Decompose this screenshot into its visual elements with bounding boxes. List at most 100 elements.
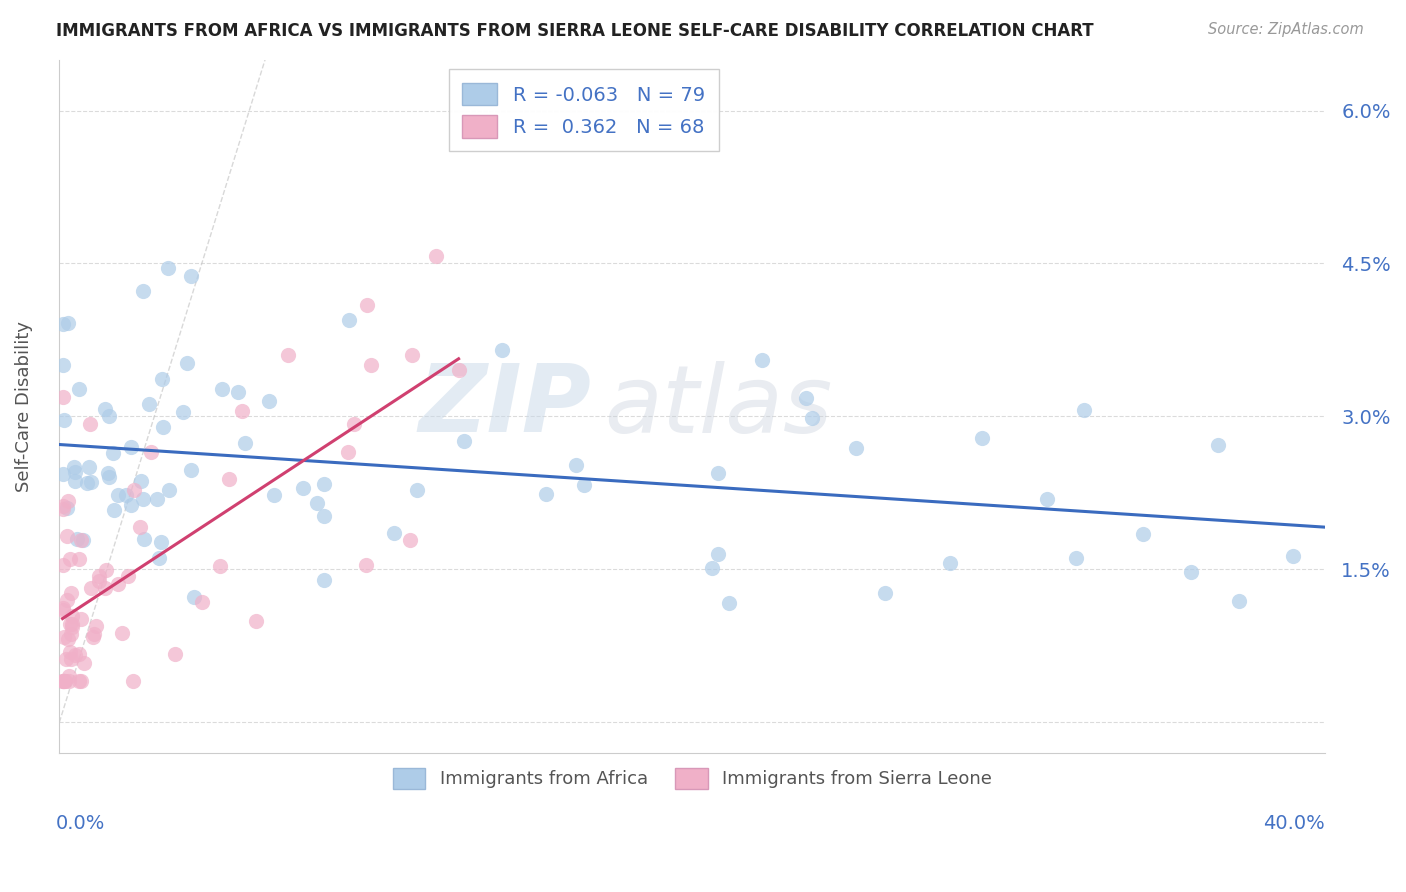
Point	[69, 674, 91, 689]
Point	[120, 440, 142, 454]
Point	[97, 466, 120, 480]
Point	[58, 316, 80, 330]
Point	[1227, 594, 1250, 608]
Point	[1180, 565, 1202, 579]
Point	[132, 285, 155, 299]
Point	[794, 391, 817, 405]
Point	[938, 557, 960, 571]
Point	[67, 647, 90, 661]
Text: ZIP: ZIP	[418, 360, 591, 452]
Point	[1073, 403, 1095, 417]
Point	[845, 441, 868, 455]
Point	[146, 491, 169, 506]
Point	[354, 558, 377, 572]
Point	[292, 481, 315, 495]
Point	[83, 627, 105, 641]
Point	[52, 674, 75, 689]
Point	[360, 358, 382, 372]
Point	[98, 409, 121, 424]
Point	[56, 493, 79, 508]
Text: IMMIGRANTS FROM AFRICA VS IMMIGRANTS FROM SIERRA LEONE SELF-CARE DISABILITY CORR: IMMIGRANTS FROM AFRICA VS IMMIGRANTS FRO…	[56, 22, 1094, 40]
Point	[51, 358, 73, 372]
Text: 40.0%: 40.0%	[1264, 814, 1326, 833]
Point	[56, 528, 79, 542]
Text: 0.0%: 0.0%	[56, 814, 105, 833]
Point	[79, 417, 101, 431]
Point	[152, 371, 174, 385]
Point	[59, 617, 82, 632]
Point	[312, 476, 335, 491]
Point	[491, 343, 513, 357]
Point	[209, 558, 232, 573]
Point	[406, 483, 429, 497]
Point	[70, 611, 93, 625]
Point	[129, 474, 152, 488]
Point	[337, 312, 360, 326]
Point	[312, 573, 335, 587]
Point	[103, 503, 125, 517]
Point	[180, 463, 202, 477]
Point	[60, 586, 83, 600]
Point	[132, 492, 155, 507]
Point	[51, 674, 73, 689]
Point	[60, 626, 83, 640]
Point	[132, 533, 155, 547]
Point	[84, 619, 107, 633]
Point	[447, 363, 470, 377]
Point	[1282, 549, 1305, 564]
Point	[94, 581, 117, 595]
Point	[69, 533, 91, 547]
Point	[141, 445, 163, 459]
Point	[98, 470, 121, 484]
Point	[67, 674, 90, 689]
Point	[53, 674, 76, 689]
Point	[72, 533, 94, 548]
Point	[76, 475, 98, 490]
Point	[226, 384, 249, 399]
Point	[73, 656, 96, 670]
Point	[107, 488, 129, 502]
Point	[970, 431, 993, 445]
Point	[60, 616, 83, 631]
Point	[89, 569, 111, 583]
Point	[59, 645, 82, 659]
Point	[152, 420, 174, 434]
Point	[52, 413, 75, 427]
Point	[56, 632, 79, 647]
Point	[66, 533, 89, 547]
Point	[122, 483, 145, 498]
Point	[114, 488, 136, 502]
Point	[59, 652, 82, 666]
Point	[176, 355, 198, 369]
Point	[53, 630, 76, 644]
Point	[67, 551, 90, 566]
Point	[875, 586, 897, 600]
Point	[1036, 492, 1059, 507]
Point	[55, 651, 77, 665]
Point	[218, 472, 240, 486]
Legend: Immigrants from Africa, Immigrants from Sierra Leone: Immigrants from Africa, Immigrants from …	[385, 761, 1000, 796]
Point	[565, 458, 588, 472]
Point	[51, 318, 73, 332]
Point	[343, 417, 366, 431]
Point	[129, 519, 152, 533]
Point	[425, 248, 447, 262]
Point	[148, 550, 170, 565]
Point	[157, 483, 180, 497]
Point	[700, 560, 723, 574]
Text: Source: ZipAtlas.com: Source: ZipAtlas.com	[1208, 22, 1364, 37]
Y-axis label: Self-Care Disability: Self-Care Disability	[15, 321, 32, 491]
Point	[107, 577, 129, 591]
Point	[63, 465, 86, 479]
Point	[211, 382, 233, 396]
Point	[191, 595, 214, 609]
Point	[259, 393, 281, 408]
Point	[52, 390, 75, 404]
Point	[80, 581, 103, 595]
Point	[305, 496, 328, 510]
Point	[1064, 551, 1087, 566]
Point	[180, 268, 202, 283]
Point	[120, 498, 142, 512]
Point	[51, 674, 73, 689]
Point	[751, 353, 773, 368]
